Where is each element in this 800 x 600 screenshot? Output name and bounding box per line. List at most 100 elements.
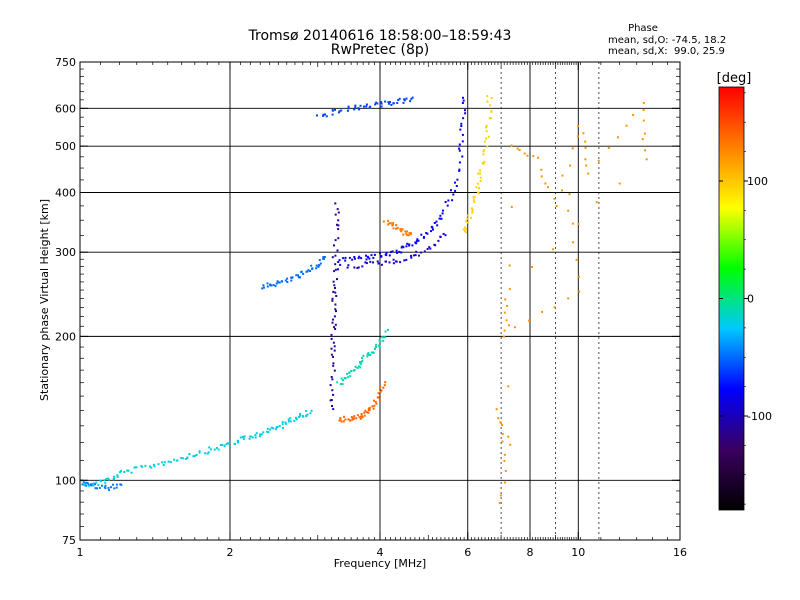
data-point: [334, 108, 336, 111]
data-point: [266, 427, 269, 430]
data-point: [410, 254, 412, 257]
data-point: [374, 103, 377, 106]
data-point: [365, 258, 368, 261]
data-point: [390, 251, 392, 253]
data-point: [332, 290, 335, 293]
data-point: [269, 284, 272, 287]
data-point: [113, 475, 115, 478]
data-point: [108, 478, 110, 481]
data-point: [335, 295, 338, 297]
data-point: [398, 97, 401, 100]
data-point: [127, 469, 130, 472]
data-point: [541, 310, 544, 313]
data-point: [454, 181, 456, 184]
data-point: [409, 100, 412, 103]
data-point: [367, 352, 370, 354]
data-point: [365, 262, 368, 265]
data-point: [506, 304, 509, 307]
data-point: [169, 461, 172, 463]
data-point: [360, 413, 363, 415]
data-point: [347, 107, 350, 110]
data-point: [126, 469, 129, 472]
x-tick-label: 16: [673, 546, 687, 559]
data-point: [82, 481, 85, 484]
data-point: [369, 353, 372, 356]
data-point: [116, 475, 119, 478]
data-point: [373, 253, 376, 256]
data-point: [473, 201, 476, 204]
data-point: [332, 408, 335, 411]
data-point: [375, 345, 377, 348]
data-point: [475, 186, 478, 189]
data-point: [259, 433, 261, 436]
colorbar-tick-label: 0: [747, 293, 754, 306]
data-point: [347, 105, 350, 108]
data-point: [372, 351, 375, 354]
data-point: [337, 228, 340, 231]
data-point: [332, 393, 335, 396]
data-point: [193, 454, 196, 457]
data-point: [113, 487, 116, 490]
data-point: [388, 222, 391, 225]
data-point: [276, 426, 279, 428]
data-point: [360, 257, 363, 260]
data-point: [367, 411, 370, 414]
data-point: [337, 224, 340, 227]
data-point: [188, 453, 191, 455]
data-point: [552, 248, 555, 251]
data-point: [547, 186, 549, 189]
data-point: [402, 101, 405, 104]
data-point: [642, 109, 645, 112]
data-point: [281, 421, 284, 424]
data-point: [479, 180, 482, 182]
data-point: [104, 484, 107, 487]
data-point: [334, 287, 336, 289]
data-point: [176, 459, 178, 462]
data-point: [315, 264, 318, 267]
data-point: [458, 143, 461, 146]
data-point: [400, 251, 403, 254]
data-point: [339, 417, 342, 420]
data-point: [509, 443, 512, 446]
data-point: [464, 112, 467, 115]
data-point: [94, 487, 97, 490]
data-point: [572, 241, 575, 244]
data-point: [487, 135, 490, 138]
data-point: [365, 103, 368, 106]
data-point: [242, 437, 245, 440]
data-point: [504, 298, 507, 301]
data-point: [118, 471, 121, 474]
data-point: [490, 97, 493, 99]
data-point: [368, 354, 370, 356]
data-point: [351, 258, 354, 261]
data-point: [392, 258, 395, 261]
data-point: [471, 208, 474, 211]
data-point: [359, 366, 362, 369]
data-point: [436, 224, 439, 227]
data-point: [270, 426, 273, 429]
data-point: [451, 199, 454, 202]
data-point: [458, 161, 461, 164]
x-tick-label: 6: [464, 546, 471, 559]
data-point: [206, 452, 209, 455]
x-tick-label: 1: [77, 546, 84, 559]
data-point: [297, 274, 300, 277]
data-point: [553, 306, 556, 309]
data-point: [378, 339, 381, 342]
data-point: [372, 261, 374, 264]
data-point: [347, 418, 350, 421]
data-point: [361, 359, 364, 362]
data-point: [163, 461, 166, 464]
data-point: [334, 303, 337, 306]
y-tick-label: 500: [55, 140, 76, 153]
data-point: [162, 464, 165, 466]
data-point: [333, 284, 336, 287]
data-point: [523, 152, 526, 155]
data-point: [344, 259, 347, 262]
data-point: [340, 109, 343, 112]
data-point: [344, 256, 347, 259]
data-point: [332, 318, 334, 321]
data-point: [510, 205, 513, 208]
data-point: [213, 448, 216, 451]
data-point: [384, 253, 387, 256]
